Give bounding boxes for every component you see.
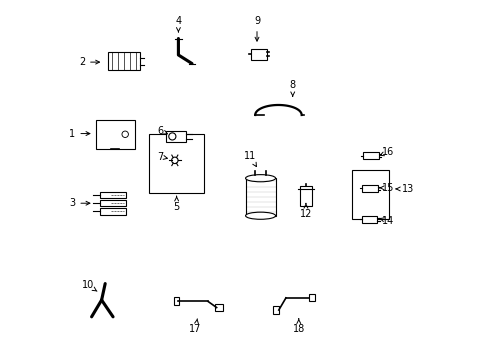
Bar [148, 134, 203, 193]
Bar [308, 294, 314, 301]
Bar [100, 192, 125, 198]
Text: 2: 2 [79, 57, 100, 67]
Bar [361, 216, 377, 223]
Text: 13: 13 [395, 184, 413, 194]
Text: 1: 1 [69, 129, 90, 139]
Text: 3: 3 [69, 198, 90, 208]
Text: 17: 17 [189, 319, 202, 334]
Text: 4: 4 [175, 16, 181, 32]
Ellipse shape [245, 212, 275, 219]
Bar [215, 303, 223, 311]
Bar [95, 120, 135, 149]
Text: 6: 6 [157, 126, 167, 136]
Text: 11: 11 [243, 151, 256, 167]
Text: 15: 15 [379, 183, 394, 193]
Bar [250, 49, 266, 60]
Bar [272, 306, 278, 314]
Text: 7: 7 [157, 152, 167, 162]
Text: 9: 9 [253, 16, 260, 41]
Bar [100, 200, 125, 206]
Bar [362, 185, 377, 192]
Text: 18: 18 [292, 319, 305, 334]
Text: 5: 5 [173, 196, 180, 212]
Text: 14: 14 [379, 216, 394, 226]
Text: 10: 10 [82, 280, 97, 291]
Bar [351, 170, 388, 219]
Bar [165, 131, 185, 142]
Bar [300, 186, 311, 206]
Text: 8: 8 [289, 80, 295, 96]
Text: 16: 16 [379, 147, 394, 157]
Bar [363, 152, 378, 159]
Bar [245, 178, 275, 216]
Bar [173, 297, 179, 305]
Ellipse shape [245, 175, 275, 182]
Bar [107, 53, 140, 70]
Bar [100, 208, 125, 215]
Text: 12: 12 [299, 203, 311, 219]
